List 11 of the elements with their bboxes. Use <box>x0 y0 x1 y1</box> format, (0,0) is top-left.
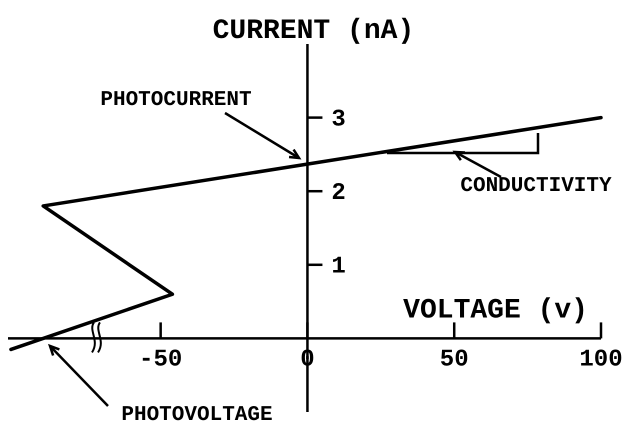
x-tick-label: -50 <box>139 346 182 374</box>
y-axis-title: CURRENT (nA) <box>212 16 414 47</box>
x-tick-label: 100 <box>579 346 623 374</box>
y-tick-label: 2 <box>331 180 346 207</box>
annotation: CONDUCTIVITY <box>460 175 612 198</box>
y-tick-label: 1 <box>331 253 346 280</box>
annotation: PHOTOCURRENT <box>100 89 252 112</box>
y-tick-label: 3 <box>331 106 346 134</box>
annotation: PHOTOVOLTAGE <box>121 404 273 425</box>
x-axis-title: VOLTAGE (v) <box>403 295 588 326</box>
x-tick-label: 50 <box>440 346 469 374</box>
